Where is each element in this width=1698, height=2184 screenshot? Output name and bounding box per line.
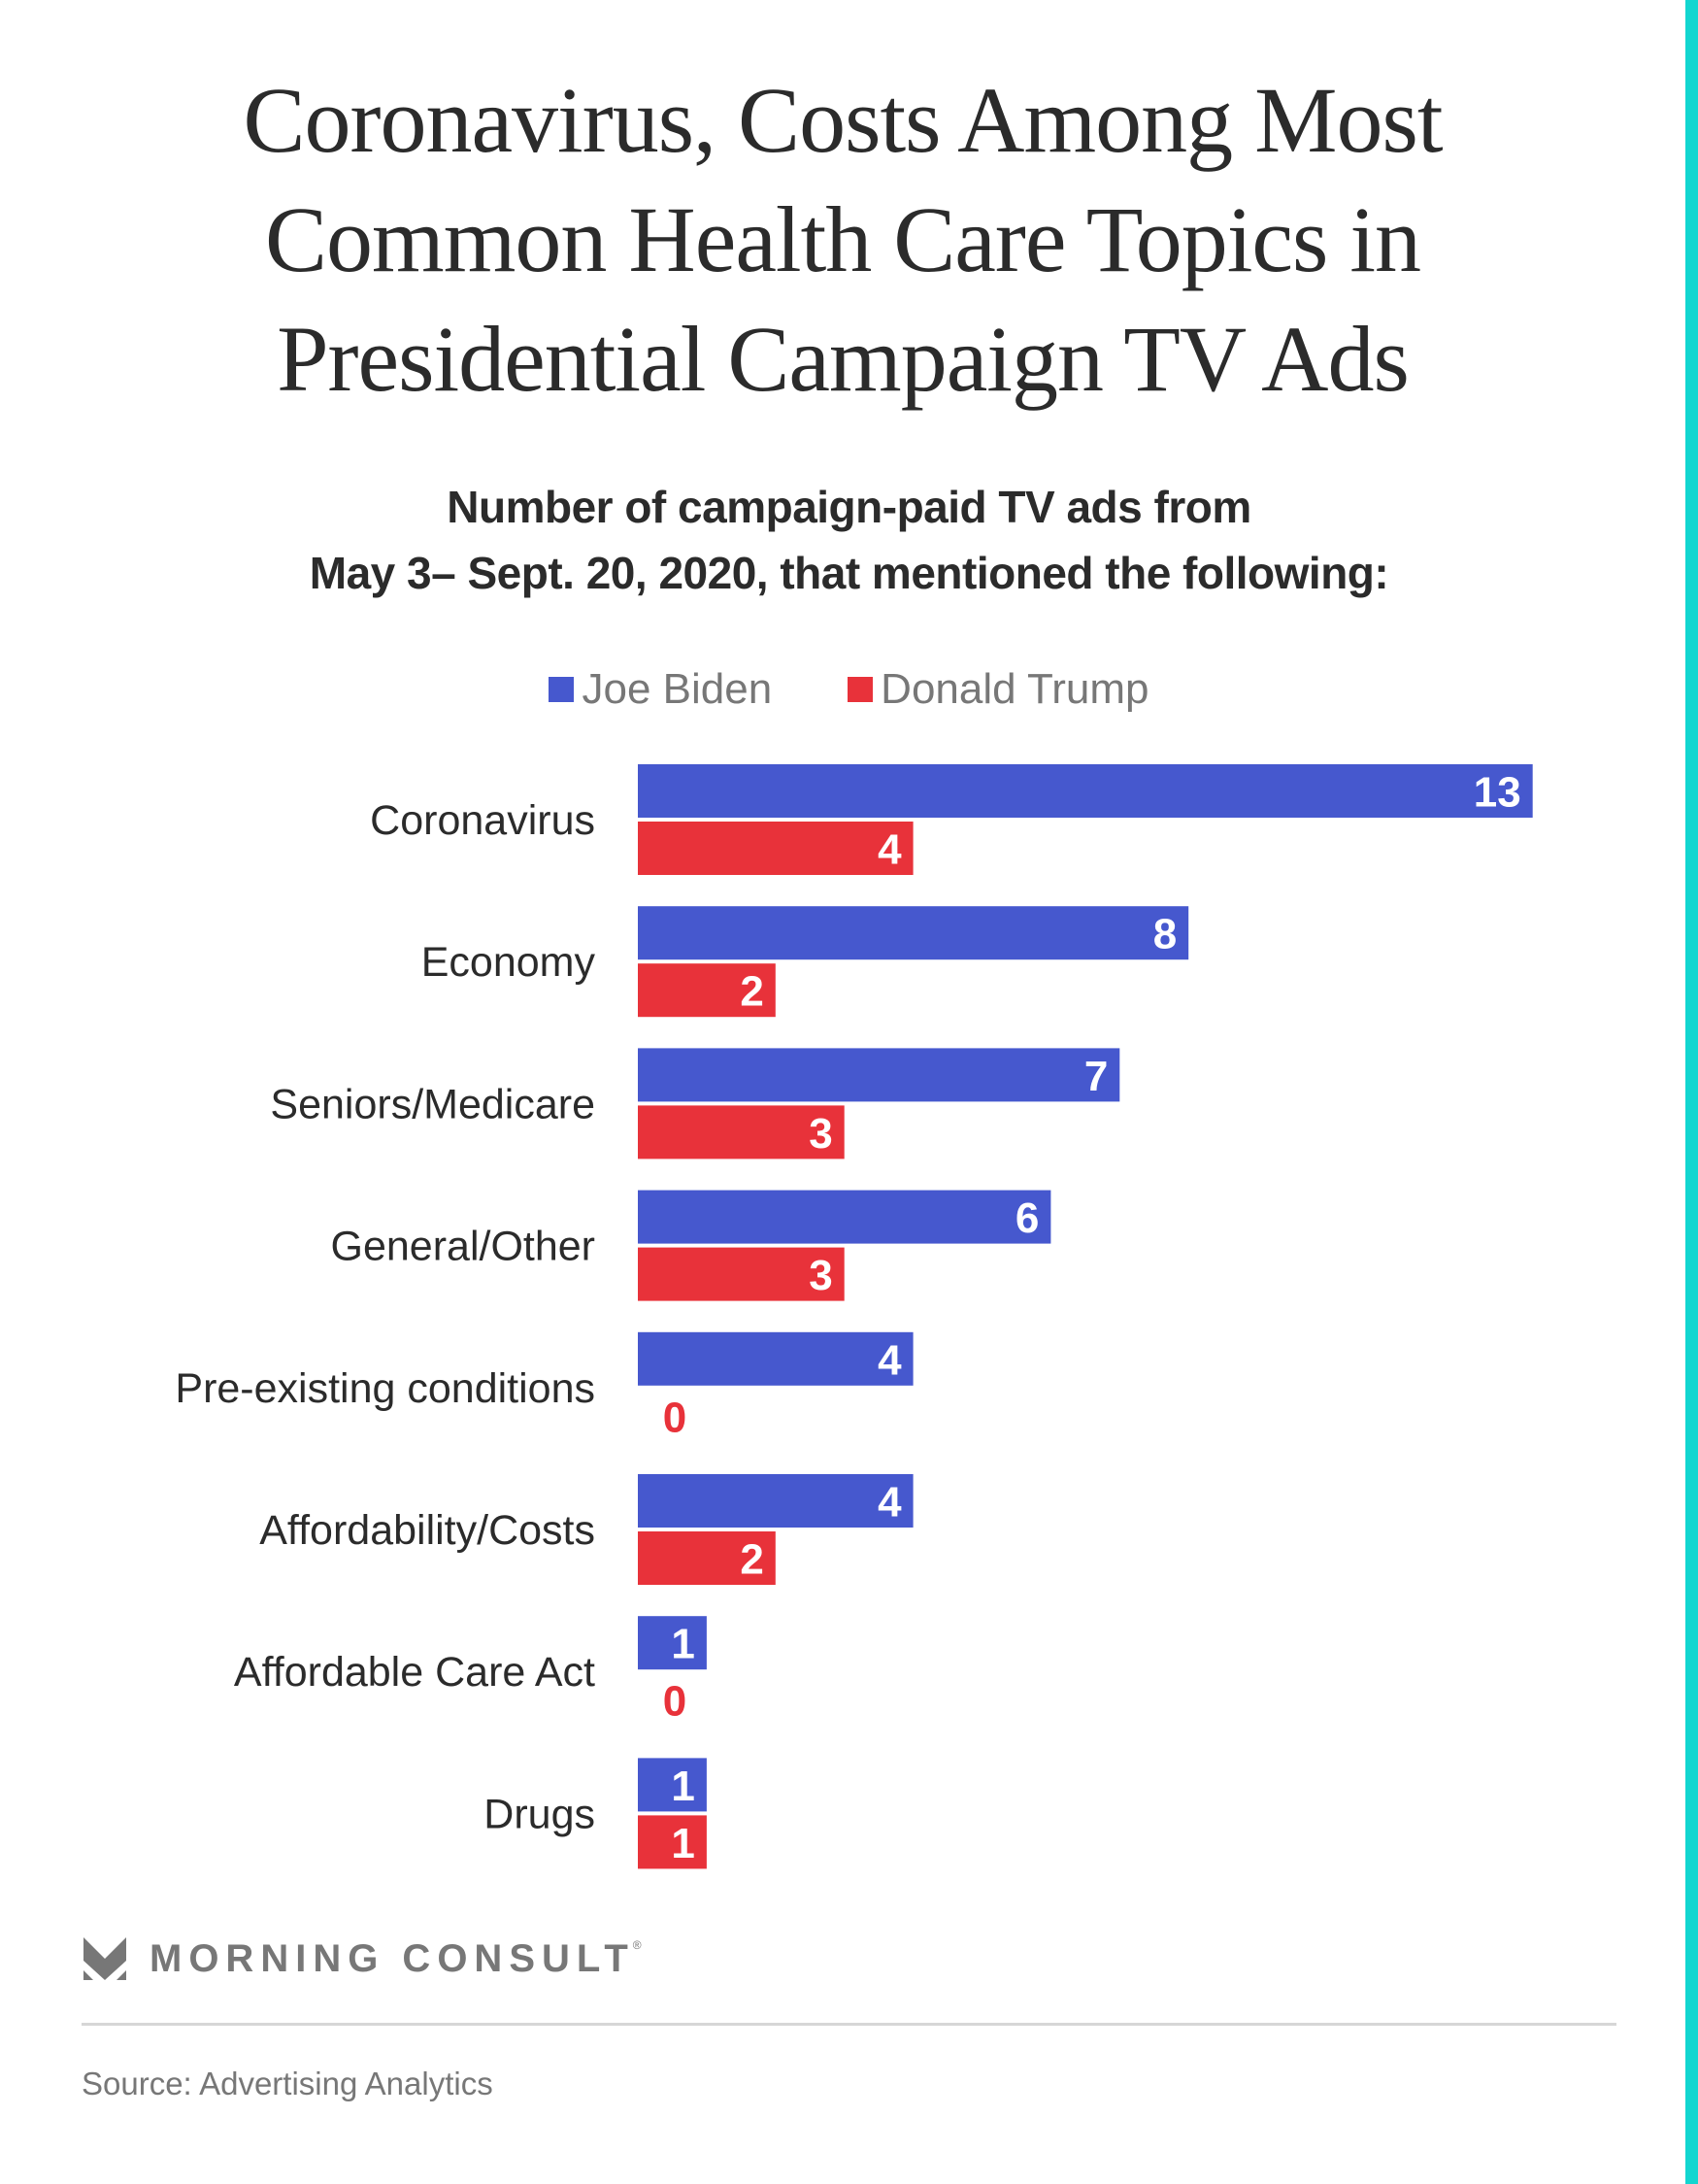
- registered-mark: ®: [632, 1938, 642, 1952]
- value-label-trump: 3: [809, 1252, 832, 1299]
- value-label-biden: 6: [1015, 1194, 1039, 1242]
- bar-group: Coronavirus 13 4: [370, 764, 1533, 875]
- category-label: Seniors/Medicare: [270, 1081, 595, 1127]
- bar-biden: [638, 906, 1189, 960]
- category-label: Pre-existing conditions: [175, 1365, 595, 1412]
- value-label-trump: 4: [878, 826, 902, 874]
- legend-label-biden: Joe Biden: [582, 665, 773, 713]
- accent-bar: [1685, 0, 1698, 2184]
- chart-title-line: Presidential Campaign TV Ads: [277, 307, 1410, 411]
- value-label-biden: 1: [671, 1763, 694, 1810]
- value-label-trump: 0: [663, 1394, 686, 1441]
- bar-biden: [638, 764, 1533, 818]
- value-label-biden: 1: [671, 1621, 694, 1668]
- category-label: General/Other: [331, 1224, 595, 1270]
- brand-name: MORNING CONSULT: [150, 1937, 635, 1980]
- category-label: Drugs: [483, 1791, 595, 1837]
- chart-title-line: Common Health Care Topics in: [265, 187, 1421, 291]
- legend-swatch-trump: [848, 677, 874, 702]
- value-label-biden: 4: [878, 1336, 902, 1384]
- bar-group: Economy 8 2: [421, 906, 1189, 1018]
- category-label: Coronavirus: [370, 797, 595, 844]
- legend-item-trump: Donald Trump: [848, 665, 1149, 714]
- chart-legend: Joe Biden Donald Trump: [0, 660, 1698, 719]
- brand-logo: MORNING CONSULT ®: [83, 1936, 642, 1981]
- value-label-trump: 1: [671, 1820, 694, 1867]
- bar-trump: [638, 822, 914, 875]
- value-label-trump: 2: [740, 1536, 763, 1584]
- category-label: Economy: [421, 939, 596, 986]
- morning-consult-logo-icon: [83, 1937, 126, 1980]
- category-label: Affordability/Costs: [259, 1507, 595, 1554]
- bar-group: Drugs 1 1: [483, 1758, 707, 1869]
- chart-title-line: Coronavirus, Costs Among Most: [243, 68, 1443, 172]
- chart-subtitle-line: May 3– Sept. 20, 2020, that mentioned th…: [309, 548, 1389, 598]
- footer-divider: [82, 2023, 1616, 2026]
- chart-subtitle: Number of campaign-paid TV ads from May …: [0, 474, 1698, 606]
- value-label-trump: 3: [809, 1110, 832, 1158]
- value-label-biden: 13: [1474, 769, 1521, 817]
- legend-item-biden: Joe Biden: [549, 665, 772, 714]
- bar-biden: [638, 1048, 1120, 1102]
- value-label-biden: 8: [1153, 911, 1177, 958]
- bar-group: Pre-existing conditions 4 0: [175, 1331, 914, 1441]
- bar-group: Seniors/Medicare 7 3: [270, 1048, 1120, 1159]
- chart-title: Coronavirus, Costs Among Most Common Hea…: [0, 60, 1685, 419]
- bar-biden: [638, 1331, 914, 1386]
- category-label: Affordable Care Act: [234, 1649, 595, 1696]
- legend-swatch-biden: [549, 677, 575, 702]
- source-note: Source: Advertising Analytics: [82, 2066, 493, 2101]
- value-label-trump: 0: [663, 1678, 686, 1726]
- bar-group: General/Other 6 3: [331, 1190, 1051, 1301]
- legend-label-trump: Donald Trump: [881, 665, 1149, 713]
- bar-group: Affordability/Costs 4 2: [259, 1474, 914, 1585]
- chart-subtitle-line: Number of campaign-paid TV ads from: [447, 482, 1251, 532]
- bar-biden: [638, 1190, 1051, 1244]
- value-label-biden: 7: [1084, 1053, 1108, 1100]
- bar-group: Affordable Care Act 1 0: [234, 1616, 707, 1726]
- bar-biden: [638, 1474, 914, 1528]
- value-label-biden: 4: [878, 1479, 902, 1527]
- value-label-trump: 2: [740, 968, 763, 1016]
